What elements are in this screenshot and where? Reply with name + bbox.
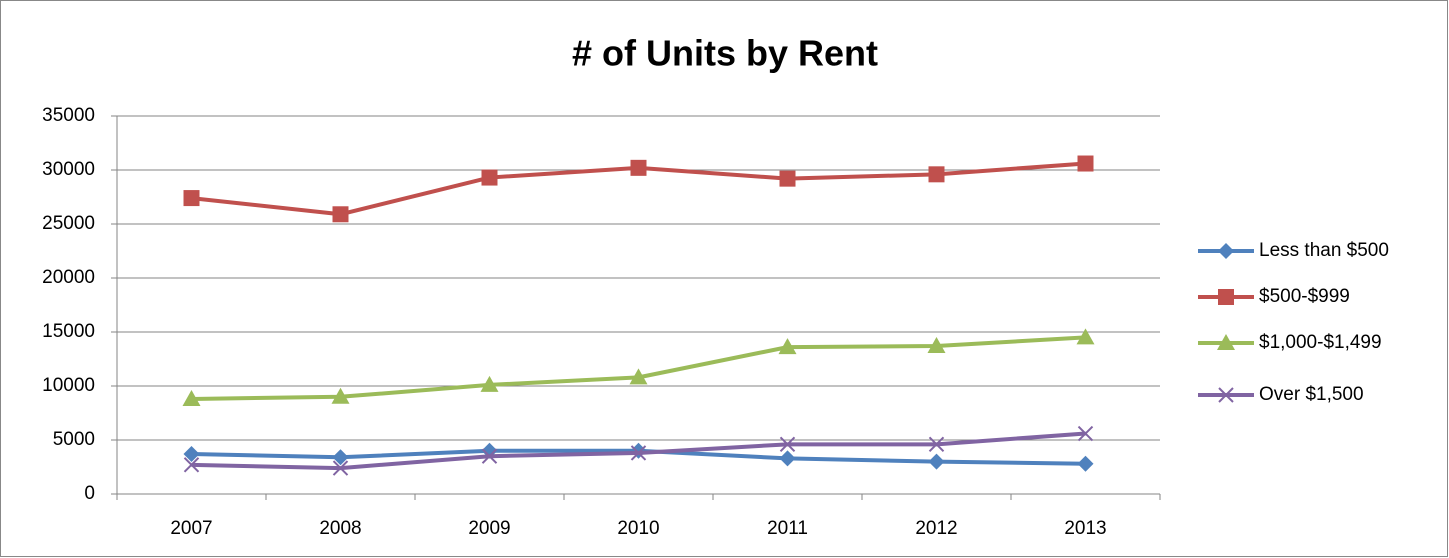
marker bbox=[331, 387, 350, 404]
legend-label: $500-$999 bbox=[1259, 286, 1350, 307]
marker bbox=[1077, 155, 1094, 172]
marker bbox=[928, 166, 945, 183]
y-tick-label: 20000 bbox=[42, 267, 95, 288]
marker bbox=[1076, 328, 1095, 345]
y-tick-label: 0 bbox=[84, 483, 95, 504]
marker bbox=[481, 448, 498, 464]
marker bbox=[779, 450, 796, 467]
chart-title: # of Units by Rent bbox=[572, 33, 878, 74]
marker bbox=[928, 453, 945, 470]
marker bbox=[182, 389, 201, 406]
marker bbox=[332, 206, 349, 223]
x-tick-label: 2009 bbox=[468, 518, 510, 539]
x-tick-label: 2011 bbox=[767, 518, 808, 539]
marker bbox=[480, 375, 499, 392]
marker bbox=[928, 436, 945, 453]
marker bbox=[332, 460, 349, 476]
marker bbox=[183, 446, 200, 463]
y-tick-label: 30000 bbox=[42, 159, 95, 180]
marker bbox=[630, 159, 647, 176]
marker bbox=[332, 449, 349, 466]
marker bbox=[1218, 243, 1234, 259]
marker bbox=[927, 337, 946, 354]
x-tick-label: 2012 bbox=[915, 518, 957, 539]
marker bbox=[779, 436, 796, 453]
legend-label: Over $1,500 bbox=[1259, 384, 1364, 405]
marker bbox=[183, 457, 200, 473]
legend-label: $1,000-$1,499 bbox=[1259, 332, 1382, 353]
y-tick-label: 25000 bbox=[42, 213, 95, 234]
marker bbox=[778, 338, 797, 355]
marker bbox=[779, 170, 796, 187]
x-tick-label: 2008 bbox=[319, 518, 361, 539]
marker bbox=[1077, 425, 1094, 442]
marker bbox=[630, 445, 647, 461]
x-tick-label: 2013 bbox=[1064, 518, 1106, 539]
marker bbox=[1077, 455, 1094, 472]
y-tick-label: 10000 bbox=[42, 375, 95, 396]
marker bbox=[1218, 387, 1234, 403]
marker bbox=[481, 169, 498, 186]
x-tick-label: 2007 bbox=[170, 518, 212, 539]
y-tick-label: 35000 bbox=[42, 105, 95, 126]
y-tick-label: 5000 bbox=[53, 429, 95, 450]
marker bbox=[1218, 289, 1234, 305]
marker bbox=[629, 368, 648, 385]
legend-label: Less than $500 bbox=[1259, 240, 1389, 261]
x-tick-label: 2010 bbox=[617, 518, 659, 539]
y-tick-label: 15000 bbox=[42, 321, 95, 342]
marker bbox=[1217, 334, 1235, 350]
marker bbox=[183, 190, 200, 207]
